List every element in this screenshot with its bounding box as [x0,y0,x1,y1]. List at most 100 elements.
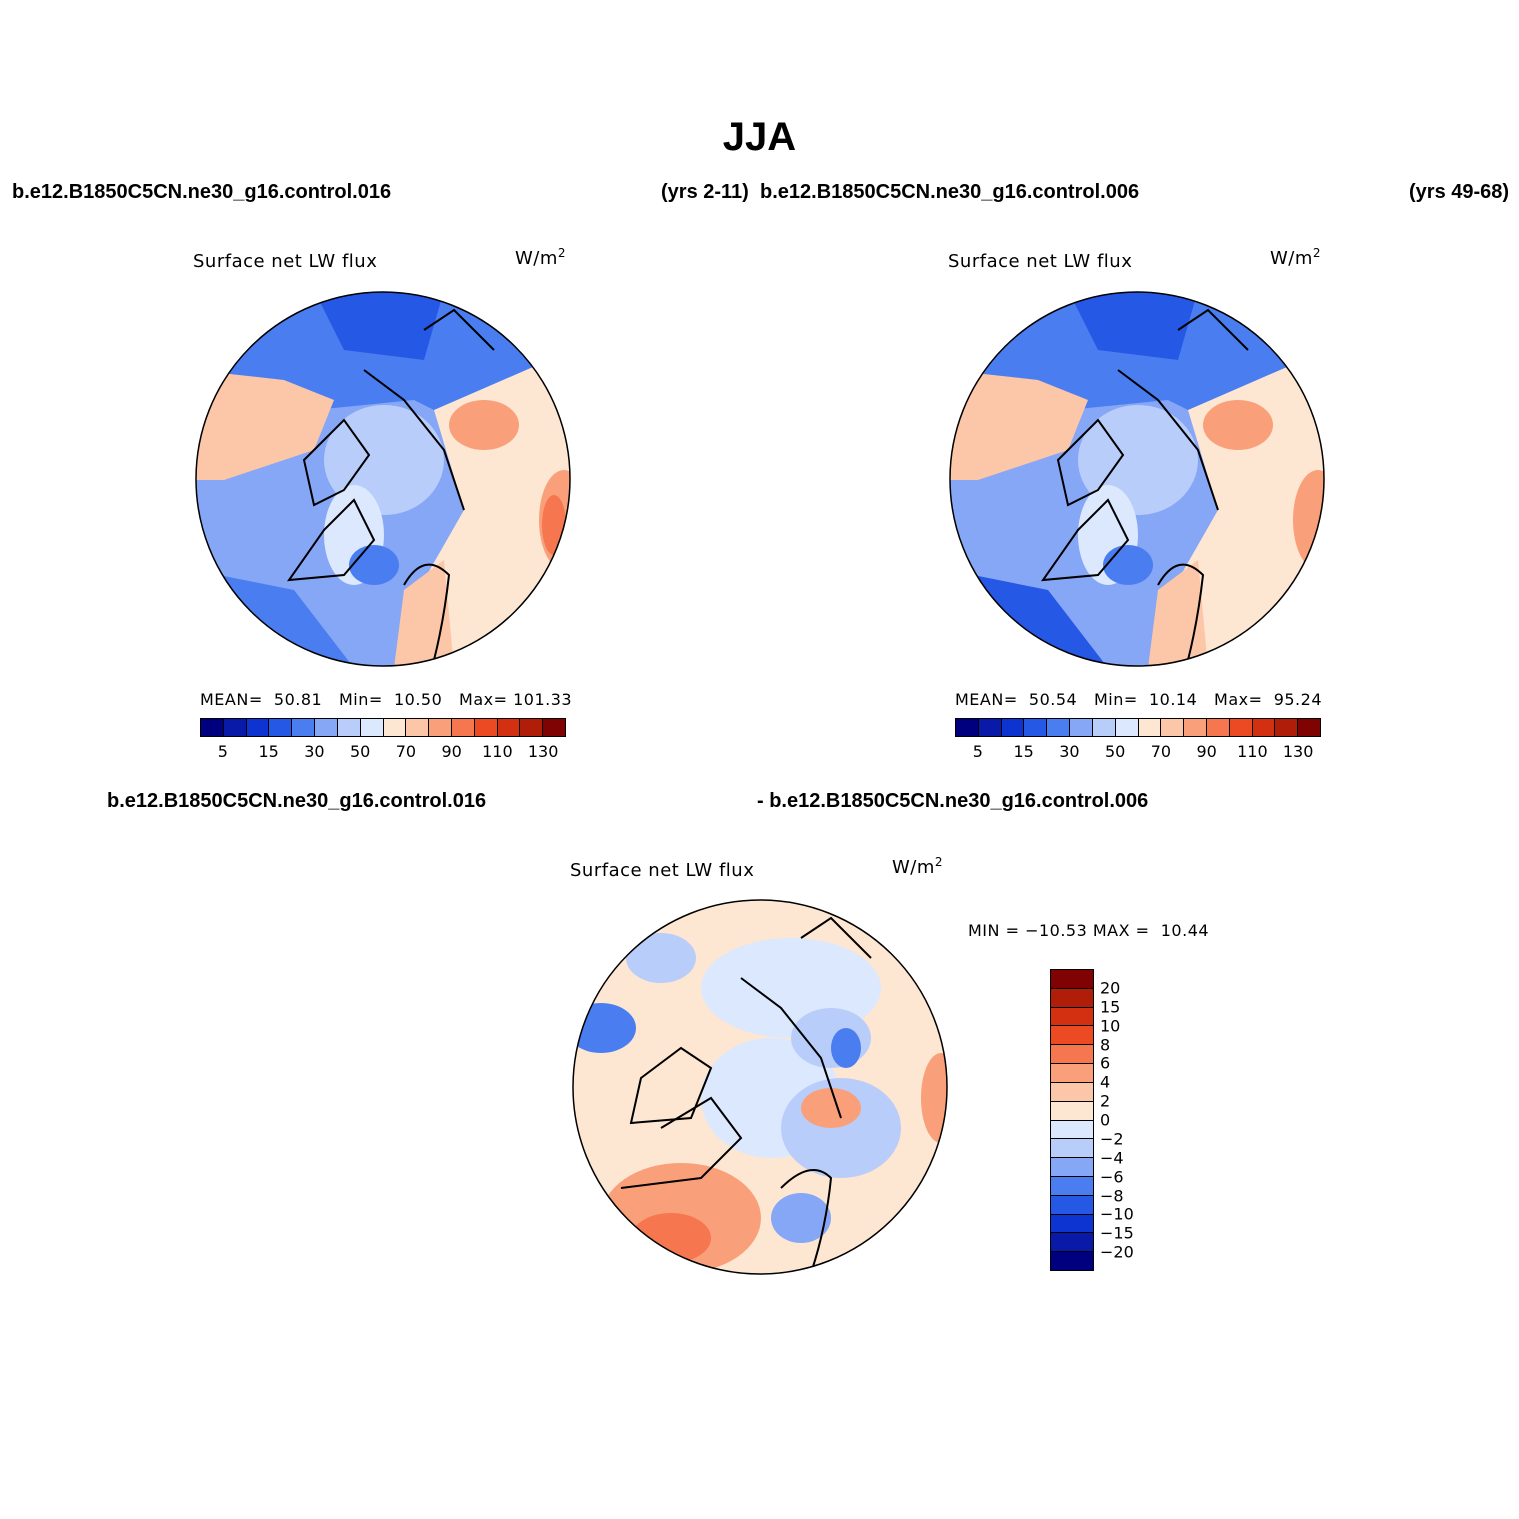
colorbar-swatch [1161,719,1185,736]
colorbar-swatch [978,719,1002,736]
colorbar-swatch [1051,1082,1093,1102]
colorbar-swatch [1051,1176,1093,1196]
panel1-title: Surface net LW flux [193,251,378,272]
colorbar-tick-label: 70 [1150,742,1172,761]
colorbar-tick-label: 70 [395,742,417,761]
colorbar-swatch [1051,1045,1093,1065]
colorbar-swatch [1138,719,1162,736]
colorbar-swatch [956,719,979,736]
diff-label-left: b.e12.B1850C5CN.ne30_g16.control.016 [107,790,487,812]
colorbar-tick-label: 50 [349,742,371,761]
colorbar-swatch [1051,1158,1093,1177]
colorbar-tick-label: −20 [1100,1242,1134,1262]
colorbar-swatch [1051,970,1093,989]
colorbar-swatch [1051,1007,1093,1027]
colorbar-swatch [1051,1252,1093,1270]
colorbar-tick-label: 15 [258,742,279,761]
colorbar-swatch [543,719,565,736]
colorbar-tick-label: −2 [1100,1129,1124,1149]
colorbar-tick-label: 90 [441,742,462,761]
colorbar-swatch [1206,719,1230,736]
colorbar-swatch [1051,1026,1093,1046]
colorbar-swatch [1051,988,1093,1008]
panel2-title: Surface net LW flux [948,251,1133,272]
colorbar-swatch [246,719,270,736]
colorbar-swatch [406,719,430,736]
main-title: JJA [722,115,797,159]
colorbar-tick-label: 15 [1100,997,1121,1017]
diff-label-right: - b.e12.B1850C5CN.ne30_g16.control.006 [757,790,1149,812]
colorbar-swatch [1115,719,1139,736]
colorbar-tick-label: 30 [1059,742,1080,761]
colorbar-tick-label: 15 [1013,742,1034,761]
colorbar-swatch [1051,1139,1093,1159]
colorbar-tick-label: 110 [482,742,513,761]
colorbar-tick-label: 5 [972,742,983,761]
colorbar-tick-label: 6 [1100,1053,1111,1073]
panel2-colorbar [955,718,1321,737]
colorbar-swatch [292,719,316,736]
colorbar-swatch [201,719,224,736]
colorbar-swatch [360,719,384,736]
colorbar-tick-label: 2 [1100,1091,1111,1111]
colorbar-tick-label: 5 [217,742,228,761]
diff-minmax: MIN = −10.53 MAX = 10.44 [968,921,1210,940]
colorbar-swatch [1051,1233,1093,1253]
colorbar-swatch [269,719,293,736]
colorbar-swatch [451,719,475,736]
panel1-polar-map [195,291,571,667]
colorbar-tick-label: 0 [1100,1110,1111,1130]
colorbar-tick-label: −6 [1100,1167,1124,1187]
colorbar-tick-label: 130 [1282,742,1314,761]
colorbar-tick-label: 8 [1100,1035,1111,1054]
colorbar-tick-label: −4 [1100,1148,1124,1168]
colorbar-tick-label: 10 [1100,1016,1121,1036]
diff-colorbar [1050,969,1094,1271]
case1-label: b.e12.B1850C5CN.ne30_g16.control.016 [12,181,392,203]
panel1-colorbar [200,718,566,737]
colorbar-tick-label: 50 [1104,742,1126,761]
colorbar-swatch [1051,1214,1093,1234]
colorbar-swatch [1184,719,1207,736]
colorbar-swatch [1252,719,1276,736]
colorbar-tick-label: 4 [1100,1072,1111,1092]
colorbar-swatch [520,719,544,736]
diff-units: W/m2 [892,855,944,878]
panel2-stats: MEAN= 50.54 Min= 10.14 Max= 95.24 [955,690,1322,709]
colorbar-swatch [1070,719,1093,736]
colorbar-swatch [1275,719,1299,736]
colorbar-swatch [1051,1120,1093,1140]
colorbar-swatch [429,719,452,736]
colorbar-swatch [497,719,521,736]
panel1-units: W/m2 [515,246,567,269]
colorbar-swatch [1047,719,1071,736]
colorbar-swatch [1001,719,1025,736]
case2-label: b.e12.B1850C5CN.ne30_g16.control.006 [760,181,1140,203]
colorbar-tick-label: 20 [1100,978,1121,998]
colorbar-tick-label: 110 [1237,742,1268,761]
panel2-polar-map [949,291,1325,667]
colorbar-swatch [383,719,407,736]
panel2-units: W/m2 [1270,246,1322,269]
colorbar-tick-label: 130 [527,742,559,761]
colorbar-swatch [474,719,498,736]
colorbar-swatch [1229,719,1253,736]
colorbar-swatch [337,719,361,736]
colorbar-tick-label: −8 [1100,1186,1124,1205]
colorbar-swatch [315,719,338,736]
case2-years: (yrs 49-68) [1409,181,1510,203]
colorbar-tick-label: 30 [304,742,325,761]
colorbar-tick-label: −15 [1100,1223,1134,1243]
colorbar-swatch [1092,719,1116,736]
diff-polar-map [572,899,948,1275]
colorbar-tick-label: −10 [1100,1204,1134,1224]
diff-title: Surface net LW flux [570,860,755,881]
colorbar-swatch [1051,1064,1093,1083]
panel1-stats: MEAN= 50.81 Min= 10.50 Max= 101.33 [200,690,573,709]
colorbar-swatch [1051,1101,1093,1121]
case1-years: (yrs 2-11) [661,181,749,203]
colorbar-swatch [1298,719,1320,736]
colorbar-swatch [223,719,247,736]
colorbar-swatch [1051,1195,1093,1215]
colorbar-tick-label: 90 [1196,742,1217,761]
